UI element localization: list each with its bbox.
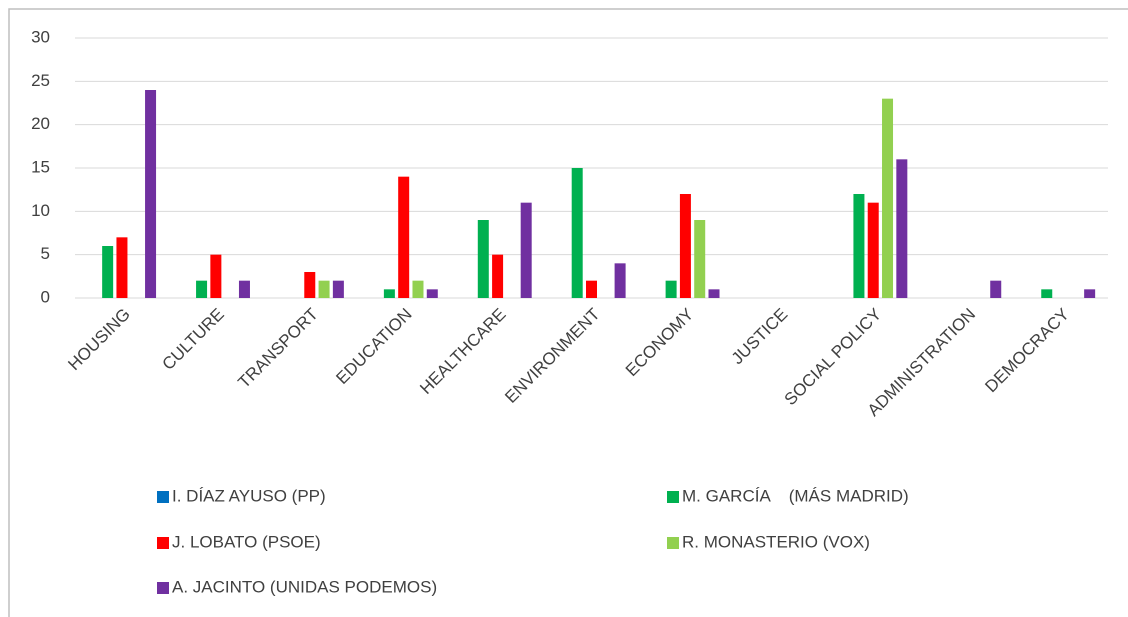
- bar: [383, 289, 395, 298]
- bar: [586, 280, 597, 298]
- bar: [102, 246, 114, 298]
- bar: [116, 237, 128, 298]
- x-tick-label: TRANSPORT: [234, 305, 321, 392]
- bar: [318, 280, 330, 298]
- bar: [882, 98, 894, 299]
- y-tick-label: 5: [41, 244, 50, 263]
- y-tick-label: 0: [41, 287, 50, 306]
- x-tick-label: CULTURE: [159, 305, 228, 374]
- bar: [477, 220, 489, 298]
- bar: [398, 176, 410, 298]
- legend-swatch: [157, 582, 169, 594]
- x-tick-label: ECONOMY: [622, 305, 698, 381]
- legend-swatch: [667, 491, 679, 503]
- bar: [196, 280, 208, 298]
- x-tick-label: HOUSING: [64, 305, 134, 375]
- x-tick-label: EDUCATION: [332, 305, 415, 388]
- bar: [708, 289, 720, 298]
- bar: [679, 194, 691, 298]
- legend-swatch: [157, 491, 169, 503]
- bar: [665, 280, 677, 298]
- bar: [1041, 289, 1053, 298]
- bar: [426, 289, 438, 298]
- bar: [614, 263, 626, 298]
- legend-label: I. DÍAZ AYUSO (PP): [172, 486, 326, 505]
- bar: [990, 280, 1002, 298]
- legend-label: A. JACINTO (UNIDAS PODEMOS): [172, 577, 437, 596]
- bar: [492, 254, 504, 298]
- bar: [304, 272, 316, 298]
- bar: [332, 280, 344, 298]
- x-tick-label: DEMOCRACY: [981, 305, 1073, 397]
- bar: [571, 168, 583, 298]
- y-tick-label: 20: [31, 114, 50, 133]
- bar: [853, 194, 865, 298]
- legend-label: R. MONASTERIO (VOX): [682, 532, 870, 551]
- legend-swatch: [667, 537, 679, 549]
- y-tick-label: 25: [31, 71, 50, 90]
- bar: [145, 90, 157, 298]
- x-tick-label: HEALTHCARE: [416, 305, 509, 398]
- x-tick-label: ENVIRONMENT: [501, 305, 603, 407]
- y-tick-label: 30: [31, 27, 50, 46]
- x-tick-label: SOCIAL POLICY: [781, 305, 886, 410]
- bar: [896, 159, 908, 298]
- legend-label: M. GARCÍA (MÁS MADRID): [682, 486, 909, 505]
- bar: [412, 280, 424, 298]
- y-tick-label: 10: [31, 201, 50, 220]
- y-tick-label: 15: [31, 157, 50, 176]
- bar: [520, 202, 532, 298]
- x-tick-label: JUSTICE: [728, 305, 792, 369]
- bar: [1084, 289, 1096, 298]
- legend-label: J. LOBATO (PSOE): [172, 532, 321, 551]
- bar: [867, 202, 879, 298]
- chart-border: [8, 8, 1128, 617]
- legend-swatch: [157, 537, 169, 549]
- bar: [210, 254, 222, 298]
- bar: [238, 280, 250, 298]
- bar: [694, 220, 706, 298]
